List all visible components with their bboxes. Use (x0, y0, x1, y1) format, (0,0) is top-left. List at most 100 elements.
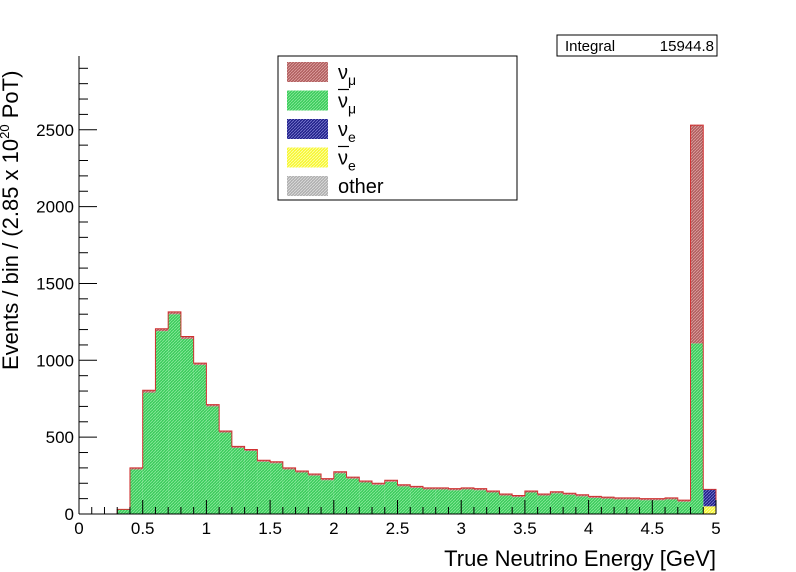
x-tick-label: 3 (456, 519, 465, 538)
x-tick-label: 5 (711, 519, 720, 538)
legend-label: νμ (338, 91, 356, 117)
bar-numu-bin-14 (295, 470, 309, 473)
bar-numu-bin-30 (499, 494, 513, 496)
bar-numu-bin-26 (448, 488, 462, 491)
stats-box: Integral 15944.8 (556, 34, 718, 57)
bar-numu-bin-10 (244, 449, 258, 451)
bar-numu-bin-34 (550, 491, 564, 494)
x-tick-label: 1.5 (258, 519, 282, 538)
bar-numubar-bin-29 (486, 492, 500, 514)
bar-numubar-bin-33 (537, 495, 551, 514)
x-tick-label: 2 (329, 519, 338, 538)
histogram-bars (116, 124, 717, 514)
bar-numubar-bin-25 (435, 489, 449, 514)
bar-numubar-bin-27 (461, 489, 474, 514)
bar-numu-bin-33 (537, 494, 551, 496)
bar-numubar-bin-18 (346, 478, 360, 514)
bar-numubar-bin-12 (270, 463, 283, 514)
bar-numu-bin-44 (677, 500, 691, 502)
bar-numu-bin-13 (282, 467, 296, 470)
bar-numubar-bin-6 (193, 364, 207, 514)
bar-numubar-bin-13 (282, 469, 296, 514)
bar-numubar-bin-1 (129, 469, 143, 514)
x-tick-label: 3.5 (513, 519, 537, 538)
bar-numubar-bin-3 (155, 331, 169, 514)
histogram-outline (116, 124, 717, 514)
bar-numu-bin-41 (639, 498, 653, 501)
bar-numubar-bin-23 (410, 487, 423, 514)
bar-numubar-bin-36 (575, 496, 589, 514)
bar-nuebar-bin-46 (703, 506, 716, 514)
legend-label: other (338, 176, 384, 198)
bar-numu-bin-18 (346, 477, 360, 479)
bar-numu-bin-16 (321, 478, 334, 481)
bar-numu-bin-27 (461, 487, 474, 490)
bar-numubar-bin-42 (652, 500, 666, 514)
bar-numu-bin-37 (588, 496, 602, 498)
bar-numu-bin-25 (435, 487, 449, 490)
y-axis-title-main: Events / bin / (2.85 x 10 (0, 139, 23, 370)
bar-numu-bin-39 (614, 497, 627, 500)
bar-numubar-bin-19 (359, 482, 373, 514)
bar-numu-bin-9 (231, 446, 245, 448)
x-tick-label: 2.5 (386, 519, 410, 538)
y-axis-title: Events / bin / (2.85 x 1020 PoT) (0, 71, 23, 370)
x-tick-label: 1 (202, 519, 211, 538)
bar-numubar-bin-20 (372, 484, 385, 514)
bar-numu-bin-4 (168, 311, 181, 315)
x-tick-label: 0.5 (131, 519, 155, 538)
axes: 0 0.5 1 1.5 2 2.5 3 3.5 4 4.5 5 0 500 1000 1500 2000 250… (36, 56, 721, 538)
bar-numubar-bin-10 (244, 450, 258, 514)
bar-numu-bin-38 (601, 497, 615, 499)
bar-numu-bin-15 (308, 474, 322, 476)
bar-numubar-bin-15 (308, 475, 322, 514)
bar-numubar-bin-21 (384, 481, 398, 514)
bar-numu-bin-6 (193, 363, 207, 365)
y-tick-label: 2500 (36, 121, 74, 140)
bar-numu-bin-1 (129, 467, 143, 470)
bar-numubar-bin-16 (321, 480, 334, 514)
bar-numu-bin-24 (422, 487, 436, 490)
bar-numubar-bin-32 (524, 492, 538, 514)
stats-value: 15944.8 (660, 38, 714, 55)
bar-numu-bin-12 (270, 461, 283, 464)
bar-numubar-bin-40 (626, 499, 640, 514)
y-tick-label: 500 (46, 428, 74, 447)
bar-numu-bin-19 (359, 480, 373, 483)
bar-numubar-bin-22 (397, 486, 411, 514)
bar-numubar-bin-30 (499, 495, 513, 514)
y-axis-title-exponent: 20 (0, 124, 12, 138)
bar-numu-bin-36 (575, 494, 589, 497)
legend-label: νe (338, 148, 356, 174)
bar-numu-bin-7 (206, 404, 220, 407)
bar-numubar-bin-26 (448, 490, 462, 514)
bar-numu-bin-22 (397, 484, 411, 487)
bar-numubar-bin-35 (563, 494, 576, 514)
legend-swatch (287, 147, 328, 168)
bar-numu-bin-20 (372, 483, 385, 485)
bar-nue-bin-46 (703, 489, 716, 507)
bar-numubar-bin-9 (231, 447, 245, 514)
bar-numu-bin-5 (180, 336, 194, 339)
bar-numubar-bin-11 (257, 461, 271, 514)
x-axis-title: True Neutrino Energy [GeV] (444, 546, 716, 571)
bar-numu-bin-32 (524, 490, 538, 493)
bar-numu-bin-45 (690, 125, 704, 344)
bar-numubar-bin-41 (639, 500, 653, 514)
bar-numu-bin-35 (563, 493, 576, 495)
bar-numubar-bin-37 (588, 497, 602, 514)
bar-numu-bin-17 (333, 471, 347, 474)
y-tick-label: 1000 (36, 351, 74, 370)
bar-numu-bin-21 (384, 480, 398, 482)
y-tick-label: 2000 (36, 198, 74, 217)
bar-numubar-bin-28 (473, 490, 487, 514)
bar-numubar-bin-34 (550, 493, 564, 514)
bar-numubar-bin-38 (601, 498, 615, 514)
legend-swatch (287, 119, 328, 139)
bar-numubar-bin-45 (690, 343, 704, 514)
bar-numubar-bin-5 (180, 338, 194, 514)
bar-numu-bin-11 (257, 460, 271, 462)
y-axis-title-tail: PoT) (0, 71, 23, 125)
x-tick-label: 4.5 (640, 519, 664, 538)
